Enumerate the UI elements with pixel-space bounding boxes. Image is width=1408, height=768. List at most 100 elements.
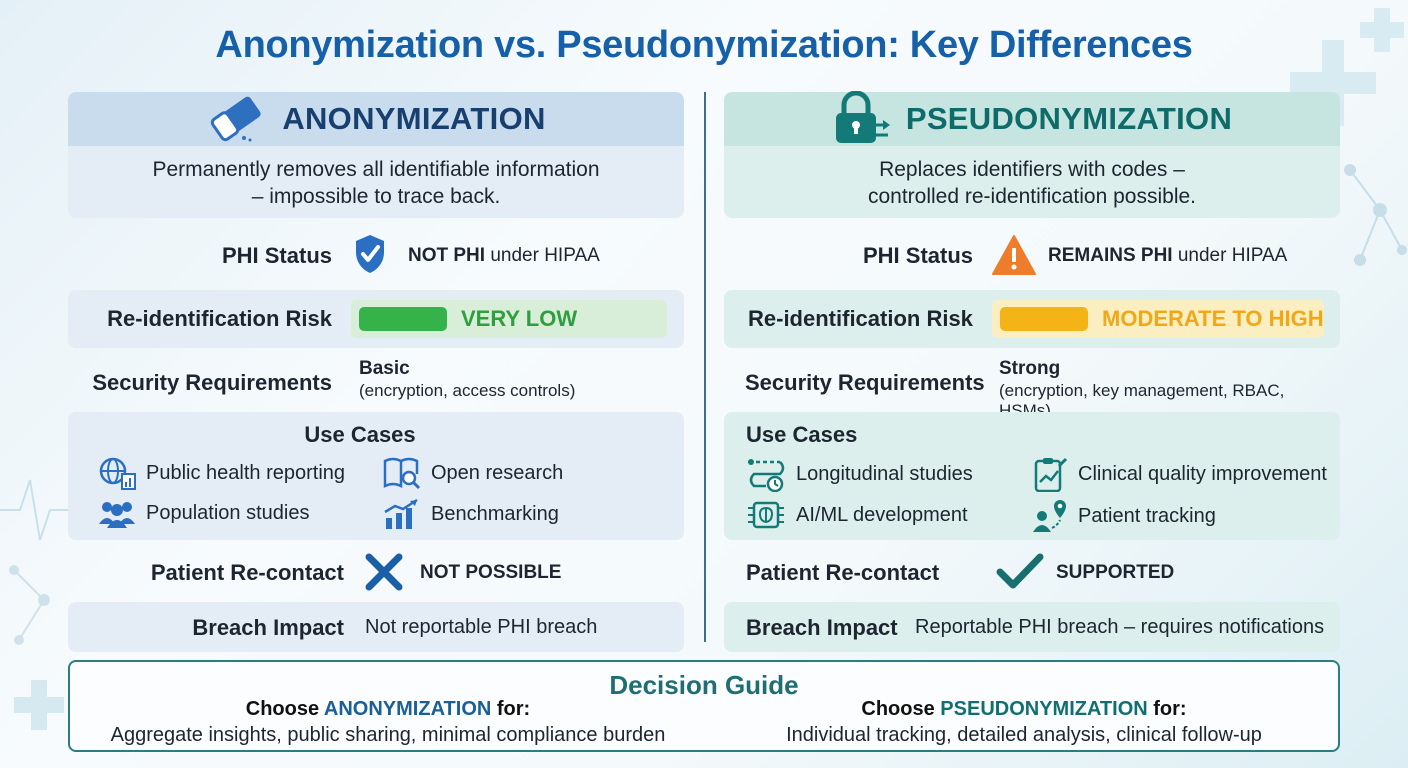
choose-suffix: for: [491, 698, 531, 720]
patient-recontact-row: Patient Re-contact SUPPORTED [724, 546, 1340, 598]
phi-status-rest: under HIPAA [485, 245, 600, 266]
clipboard-chart-icon [1034, 457, 1068, 492]
security-label: Security Requirements [92, 370, 332, 395]
breach-label: Breach Impact [192, 615, 344, 640]
breach-label: Breach Impact [746, 615, 898, 640]
risk-indicator: VERY LOW [351, 300, 667, 338]
risk-bar [1000, 307, 1088, 331]
use-case-item: Longitudinal studies [746, 456, 973, 492]
use-case-label: Benchmarking [431, 502, 559, 525]
people-group-icon [99, 502, 135, 528]
choose-prefix: Choose [245, 698, 324, 720]
use-case-label: Population studies [146, 501, 310, 524]
phi-status-row: PHI Status NOT PHI under HIPAA [68, 230, 684, 282]
page-title: Anonymization vs. Pseudonymization: Key … [215, 24, 1193, 66]
decision-guide-title: Decision Guide [609, 670, 799, 700]
risk-label: Re-identification Risk [748, 306, 973, 331]
phi-status-label: PHI Status [221, 243, 332, 268]
book-magnifier-icon [383, 457, 421, 490]
patient-recontact-row: Patient Re-contact NOT POSSIBLE [68, 546, 684, 598]
recontact-value: SUPPORTED [1056, 562, 1175, 583]
recontact-label: Patient Re-contact [746, 560, 940, 585]
use-case-label: Open research [431, 461, 564, 484]
pseudonymization-description: Replaces identifiers with codes – contro… [724, 146, 1340, 218]
recontact-value: NOT POSSIBLE [420, 562, 562, 583]
risk-value: MODERATE TO HIGH [1102, 306, 1324, 331]
pseudonymization-column: PSEUDONYMIZATION Replaces identifiers wi… [724, 91, 1340, 652]
use-case-item: Benchmarking [383, 498, 559, 530]
security-level: Basic [359, 358, 410, 379]
decision-guide-pseudonymization: Choose PSEUDONYMIZATION for: Individual … [706, 698, 1342, 747]
use-case-item: Clinical quality improvement [1032, 456, 1327, 492]
use-cases-section: Use Cases Public health reporting Open r… [68, 412, 684, 540]
security-requirements-row: Security Requirements Strong (encryption… [724, 354, 1340, 420]
phi-status-bold: REMAINS PHI [1048, 245, 1173, 266]
reidentification-risk-row: Re-identification Risk VERY LOW [68, 290, 684, 348]
choose-prefix: Choose [861, 698, 941, 720]
breach-impact-row: Breach Impact Not reportable PHI breach [68, 602, 684, 652]
risk-bar [359, 307, 447, 331]
security-label: Security Requirements [745, 370, 985, 395]
anonymization-heading: ANONYMIZATION [282, 101, 546, 136]
breach-value: Not reportable PHI breach [365, 616, 598, 638]
cross-x-icon [365, 553, 403, 591]
timeline-icon [748, 459, 785, 492]
phi-status-row: PHI Status REMAINS PHI under HIPAA [724, 230, 1340, 282]
medical-cross-decoration [14, 680, 64, 730]
phi-status-bold: NOT PHI [408, 245, 486, 266]
risk-label: Re-identification Risk [107, 306, 332, 331]
pseudonymization-header: PSEUDONYMIZATION [724, 91, 1340, 146]
use-cases-title: Use Cases [304, 422, 416, 447]
decision-guide-anonymization: Choose ANONYMIZATION for: Aggregate insi… [70, 698, 706, 747]
phi-status-value: NOT PHI under HIPAA [408, 245, 600, 267]
molecule-decoration [1344, 164, 1407, 266]
eraser-icon [211, 96, 261, 142]
column-divider [704, 92, 706, 642]
breach-value: Reportable PHI breach – requires notific… [915, 616, 1325, 638]
lock-swap-icon [835, 91, 890, 143]
use-case-label: Public health reporting [146, 461, 346, 484]
use-case-label: Clinical quality improvement [1078, 462, 1327, 485]
choose-keyword: ANONYMIZATION [323, 698, 492, 720]
heartbeat-line-decoration [0, 479, 70, 541]
shield-check-icon [356, 235, 384, 273]
choose-keyword: PSEUDONYMIZATION [940, 698, 1148, 720]
description-line: controlled re-identification possible. [867, 185, 1196, 208]
person-location-icon [1033, 500, 1066, 532]
use-case-item: AI/ML development [746, 498, 968, 532]
checkmark-icon [996, 553, 1044, 589]
anonymization-header: ANONYMIZATION [68, 92, 684, 146]
decision-guide: Decision Guide Choose ANONYMIZATION for:… [68, 660, 1340, 752]
use-cases-title: Use Cases [746, 422, 858, 447]
security-level: Strong [999, 358, 1061, 379]
use-case-item: Public health reporting [98, 456, 345, 490]
recontact-label: Patient Re-contact [150, 560, 344, 585]
security-detail: (encryption, access controls) [359, 381, 576, 400]
pseudonymization-heading: PSEUDONYMIZATION [905, 101, 1233, 136]
use-case-label: AI/ML development [796, 503, 968, 526]
risk-indicator: MODERATE TO HIGH [992, 300, 1324, 338]
globe-chart-icon [99, 457, 136, 490]
anonymization-column: ANONYMIZATION Permanently removes all id… [68, 92, 684, 652]
molecule-decoration [9, 565, 50, 645]
use-cases-section: Use Cases Longitudinal studies Clinical … [724, 412, 1340, 540]
anonymization-guidance: Aggregate insights, public sharing, mini… [110, 724, 666, 746]
chip-brain-icon [748, 501, 784, 529]
choose-suffix: for: [1147, 698, 1187, 720]
use-case-item: Patient tracking [1032, 498, 1216, 534]
bar-chart-trend-icon [384, 498, 418, 529]
warning-triangle-icon [992, 235, 1036, 275]
use-case-label: Patient tracking [1078, 504, 1216, 527]
use-case-label: Longitudinal studies [796, 462, 973, 485]
phi-status-label: PHI Status [863, 243, 974, 268]
phi-status-rest: under HIPAA [1172, 245, 1288, 266]
choose-pseudonymization-heading: Choose PSEUDONYMIZATION for: [706, 698, 1342, 721]
anonymization-description: Permanently removes all identifiable inf… [68, 146, 684, 218]
use-case-item: Population studies [98, 498, 309, 528]
use-case-item: Open research [383, 456, 563, 490]
choose-anonymization-heading: Choose ANONYMIZATION for: [70, 698, 706, 721]
security-requirements-row: Security Requirements Basic (encryption,… [68, 354, 684, 412]
description-line: – impossible to trace back. [251, 185, 501, 208]
description-line: Replaces identifiers with codes – [879, 158, 1185, 181]
phi-status-value: REMAINS PHI under HIPAA [1048, 245, 1287, 267]
